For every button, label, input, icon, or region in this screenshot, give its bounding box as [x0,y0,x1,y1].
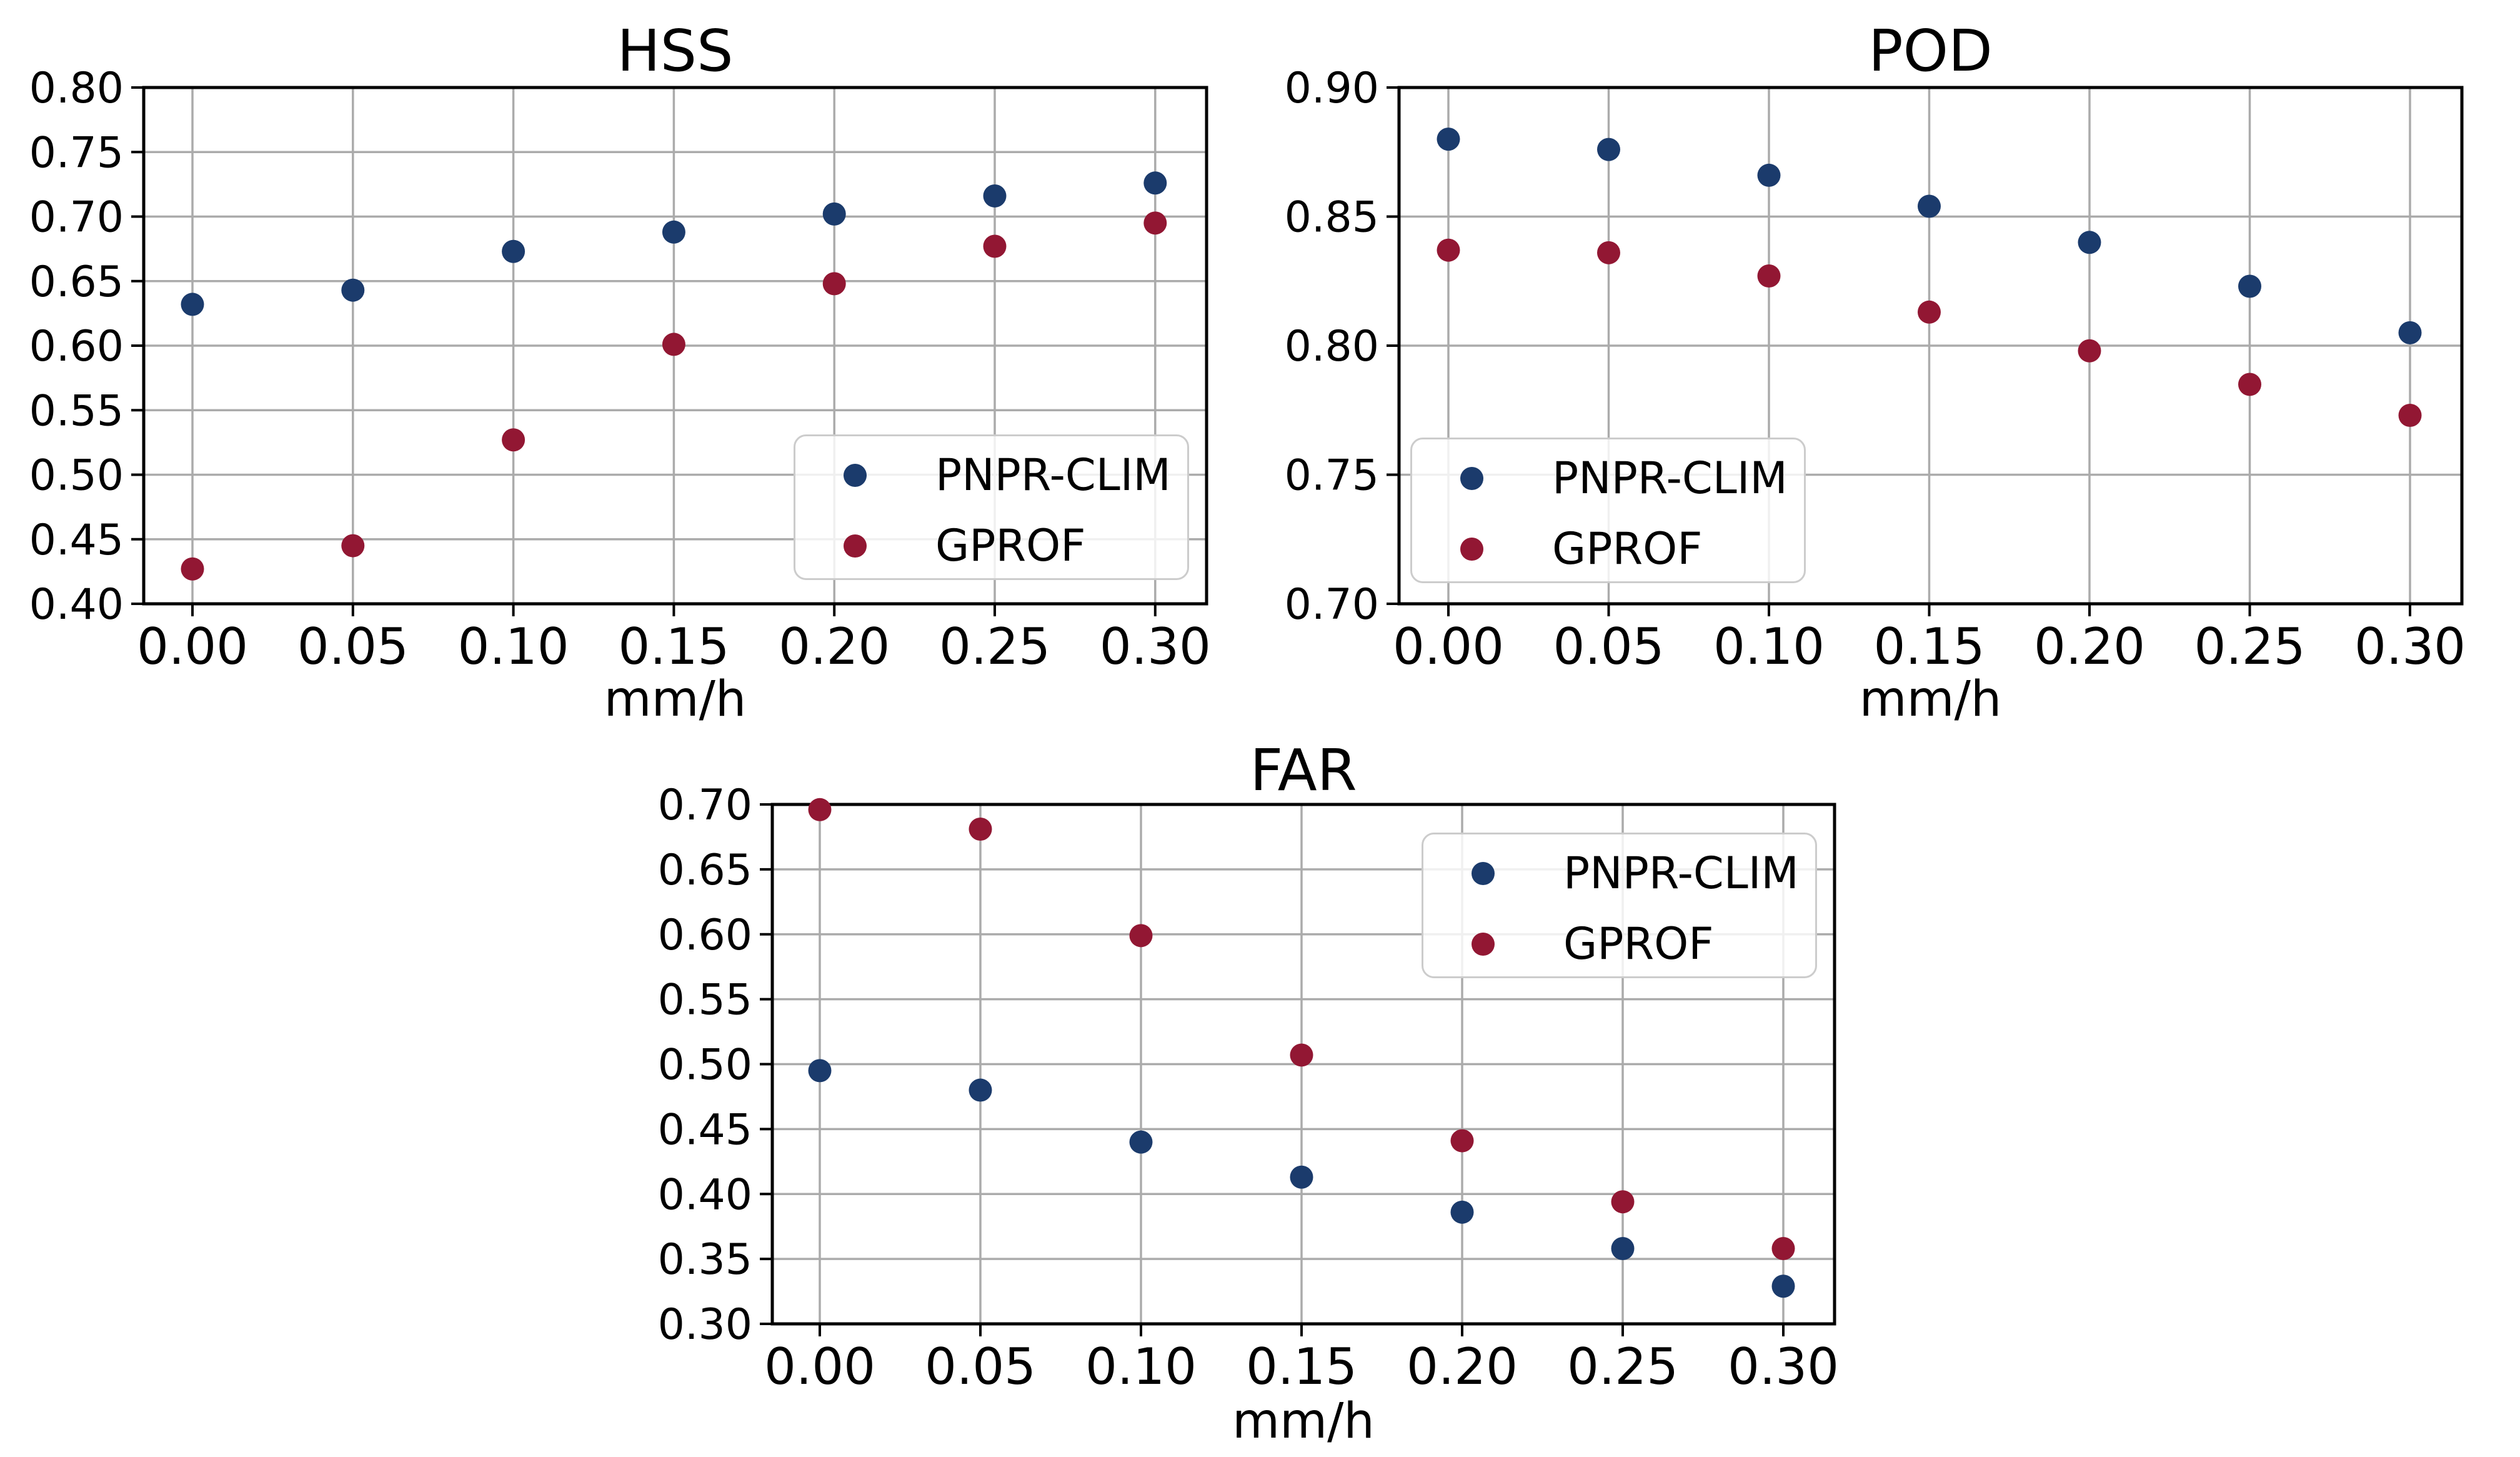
far-scatter-plot: 0.00 0.05 0.10 0.15 0.20 0.25 0.30 0.30 0.35 0.40… [658,781,1839,1396]
svg-text:0.30: 0.30 [658,1300,752,1349]
legend-label-gprof: GPROF [935,520,1086,571]
gprof-marker-icon [1472,933,1495,956]
legend-item-pnpr-clim: PNPR-CLIM [795,453,1187,497]
pod-chart-title: POD [1868,18,1993,84]
pod-scatter-plot: 0.00 0.05 0.10 0.15 0.20 0.25 0.30 0.70 0.75 0.80… [1285,64,2466,676]
far-chart-title: FAR [1250,737,1357,804]
pod-legend: PNPR-CLIM GPROF [1410,438,1806,583]
svg-text:0.25: 0.25 [939,618,1050,676]
svg-text:0.75: 0.75 [1285,451,1379,501]
legend-item-gprof: GPROF [1423,922,1815,966]
svg-text:0.05: 0.05 [297,618,409,676]
svg-text:0.25: 0.25 [2194,618,2305,676]
svg-text:0.05: 0.05 [925,1338,1036,1396]
svg-text:0.85: 0.85 [1285,193,1379,243]
svg-text:0.80: 0.80 [1285,322,1379,371]
far-legend: PNPR-CLIM GPROF [1422,833,1817,978]
svg-text:0.55: 0.55 [658,976,752,1025]
svg-text:0.10: 0.10 [458,618,569,676]
svg-text:0.10: 0.10 [1713,618,1825,676]
svg-text:0.55: 0.55 [29,386,124,436]
legend-label-pnpr-clim: PNPR-CLIM [1563,848,1799,899]
gprof-marker-icon [844,534,867,558]
svg-text:0.65: 0.65 [29,258,124,307]
chart-panel-far: 0.00 0.05 0.10 0.15 0.20 0.25 0.30 0.30 0.35 0.40… [0,728,2520,1457]
svg-text:0.50: 0.50 [658,1041,752,1090]
legend-item-gprof: GPROF [1412,527,1804,571]
legend-label-gprof: GPROF [1552,523,1703,574]
svg-text:0.00: 0.00 [1393,618,1504,676]
svg-text:0.80: 0.80 [29,64,124,113]
svg-text:0.15: 0.15 [1873,618,1985,676]
legend-item-pnpr-clim: PNPR-CLIM [1423,851,1815,895]
svg-text:0.70: 0.70 [1285,580,1379,629]
pnpr-clim-marker-icon [1472,862,1495,885]
svg-text:0.15: 0.15 [618,618,729,676]
svg-text:0.25: 0.25 [1567,1338,1678,1396]
svg-text:0.60: 0.60 [29,322,124,371]
svg-text:0.90: 0.90 [1285,64,1379,113]
svg-text:0.15: 0.15 [1246,1338,1357,1396]
svg-text:0.75: 0.75 [29,128,124,178]
far-x-axis-label: mm/h [1232,1393,1375,1449]
svg-text:0.70: 0.70 [658,781,752,830]
legend-item-pnpr-clim: PNPR-CLIM [1412,456,1804,500]
svg-text:0.70: 0.70 [29,193,124,243]
svg-text:0.45: 0.45 [658,1105,752,1154]
svg-text:0.40: 0.40 [29,580,124,629]
svg-text:0.00: 0.00 [137,618,248,676]
svg-text:0.30: 0.30 [2354,618,2466,676]
svg-text:0.45: 0.45 [29,516,124,565]
legend-label-pnpr-clim: PNPR-CLIM [935,449,1171,501]
pnpr-clim-marker-icon [1460,467,1483,490]
svg-text:0.00: 0.00 [764,1338,875,1396]
svg-text:0.20: 0.20 [1407,1338,1518,1396]
hss-legend: PNPR-CLIM GPROF [794,434,1189,580]
pnpr-clim-marker-icon [844,464,867,487]
chart-panel-pod: 0.00 0.05 0.10 0.15 0.20 0.25 0.30 0.70 0.75 0.80… [1260,0,2520,728]
svg-text:0.40: 0.40 [658,1170,752,1219]
svg-text:0.20: 0.20 [779,618,890,676]
svg-text:0.35: 0.35 [658,1235,752,1284]
pod-x-axis-label: mm/h [1859,671,2002,728]
hss-chart-title: HSS [617,18,734,84]
svg-text:0.30: 0.30 [1100,618,1211,676]
gprof-marker-icon [1460,538,1483,561]
chart-panel-hss: 0.00 0.05 0.10 0.15 0.20 0.25 0.30 0.40 0.45 0.50… [0,0,1260,728]
svg-text:0.05: 0.05 [1553,618,1664,676]
legend-label-gprof: GPROF [1563,918,1714,969]
svg-text:0.10: 0.10 [1085,1338,1197,1396]
svg-text:0.60: 0.60 [658,911,752,960]
hss-scatter-plot: 0.00 0.05 0.10 0.15 0.20 0.25 0.30 0.40 0.45 0.50… [29,64,1211,676]
legend-item-gprof: GPROF [795,524,1187,568]
svg-text:0.65: 0.65 [658,846,752,895]
hss-x-axis-label: mm/h [604,671,747,728]
svg-text:0.30: 0.30 [1728,1338,1839,1396]
svg-text:0.50: 0.50 [29,451,124,501]
svg-text:0.20: 0.20 [2034,618,2145,676]
legend-label-pnpr-clim: PNPR-CLIM [1552,453,1788,504]
